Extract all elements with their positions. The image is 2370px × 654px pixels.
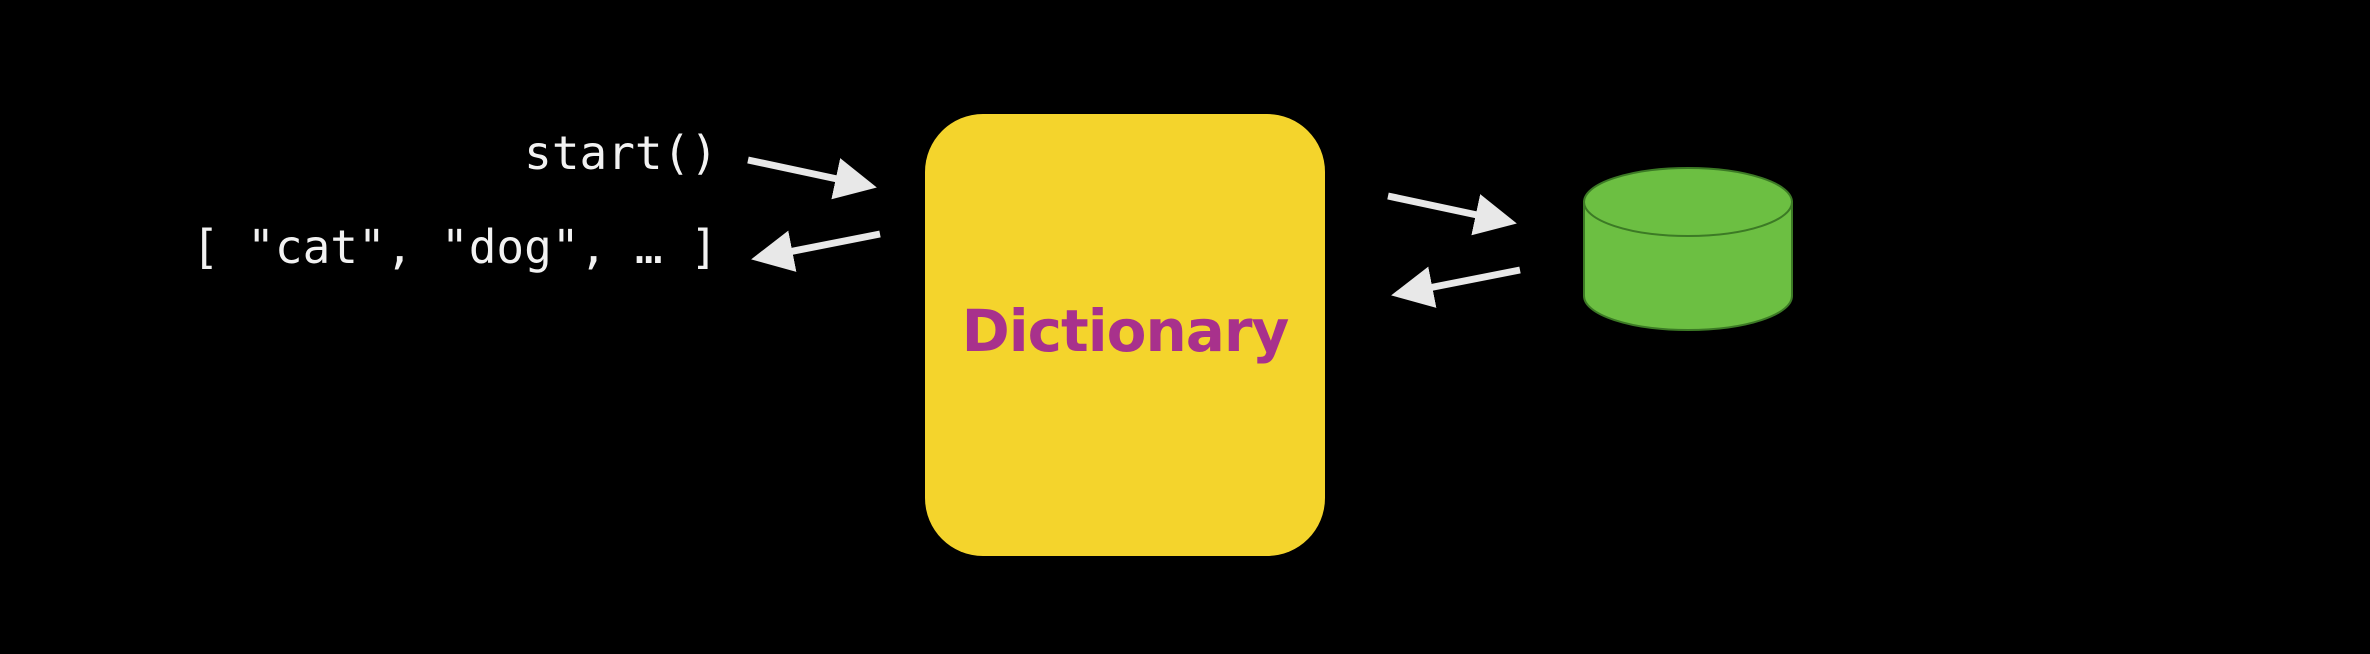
arrow-dictionary-to-caller: [751, 230, 881, 272]
dictionary-box: Dictionary: [925, 114, 1325, 556]
result-array-label: [ "cat", "dog", … ]: [191, 220, 718, 274]
arrow-dictionary-to-database: [1387, 192, 1517, 236]
dictionary-label: Dictionary: [961, 297, 1290, 365]
arrow-database-to-dictionary: [1391, 266, 1521, 308]
method-call-label: start(): [524, 126, 718, 180]
arrow-call-to-dictionary: [747, 156, 877, 200]
database-icon: [1583, 167, 1793, 331]
